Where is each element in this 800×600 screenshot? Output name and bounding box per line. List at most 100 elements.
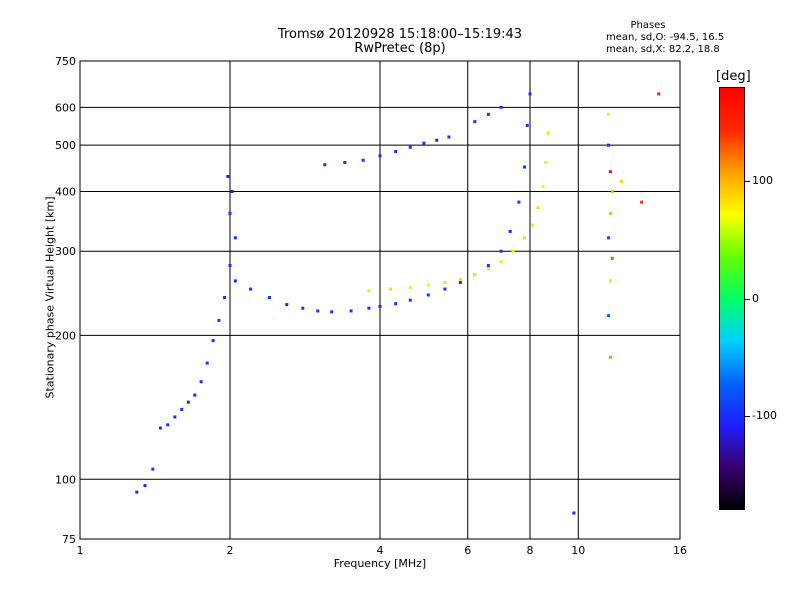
data-point bbox=[217, 318, 221, 322]
data-point bbox=[408, 145, 412, 149]
data-point bbox=[186, 400, 190, 404]
data-point bbox=[301, 306, 305, 310]
data-point bbox=[389, 287, 393, 291]
y-tick-label: 400 bbox=[55, 185, 76, 198]
data-point bbox=[608, 211, 612, 215]
y-axis-label: Stationary phase Virtual Height [km] bbox=[43, 196, 57, 399]
data-point bbox=[173, 415, 177, 419]
phases-stats-o-line: mean, sd,O: -94.5, 16.5 bbox=[606, 32, 725, 43]
data-point bbox=[608, 170, 612, 174]
data-point bbox=[610, 189, 614, 193]
colorbar-tick bbox=[745, 181, 750, 182]
data-point bbox=[657, 92, 661, 96]
data-point bbox=[473, 120, 477, 124]
data-point bbox=[394, 302, 398, 306]
data-point bbox=[525, 123, 529, 127]
x-tick-label: 6 bbox=[464, 544, 471, 557]
y-tick-label: 750 bbox=[55, 55, 76, 68]
y-tick-label: 500 bbox=[55, 139, 76, 152]
data-point bbox=[486, 264, 490, 268]
data-point bbox=[135, 490, 139, 494]
data-point bbox=[458, 277, 462, 281]
phases-stats-title: Phases bbox=[630, 20, 666, 31]
phase-colorbar bbox=[719, 87, 745, 510]
data-point bbox=[486, 267, 490, 271]
data-point bbox=[193, 393, 197, 397]
data-point bbox=[531, 223, 535, 227]
y-tick-label: 200 bbox=[55, 329, 76, 342]
phases-stats-x-line: mean, sd,X: 82.2, 18.8 bbox=[606, 44, 720, 55]
x-tick-label: 8 bbox=[527, 544, 534, 557]
x-tick-label: 16 bbox=[673, 544, 687, 557]
data-point bbox=[508, 229, 512, 233]
data-point bbox=[233, 236, 237, 240]
data-point bbox=[536, 206, 540, 210]
colorbar-unit-label: [deg] bbox=[716, 69, 751, 84]
data-point bbox=[607, 314, 611, 318]
data-point bbox=[511, 249, 515, 253]
data-point bbox=[408, 298, 412, 302]
y-tick-label: 75 bbox=[62, 533, 76, 546]
data-point bbox=[249, 287, 253, 291]
data-point bbox=[640, 200, 644, 204]
data-point bbox=[408, 285, 412, 289]
data-point bbox=[226, 174, 230, 178]
data-point bbox=[233, 279, 237, 283]
data-point bbox=[378, 304, 382, 308]
colorbar-tick bbox=[745, 416, 750, 417]
data-point bbox=[499, 105, 503, 109]
y-tick-label: 600 bbox=[55, 101, 76, 114]
data-point bbox=[228, 264, 232, 268]
data-point bbox=[228, 211, 232, 215]
data-point bbox=[367, 289, 371, 293]
data-point bbox=[230, 189, 234, 193]
data-point bbox=[607, 143, 611, 147]
data-point bbox=[517, 200, 521, 204]
data-point bbox=[523, 165, 527, 169]
chart-title: Tromsø 20120928 15:18:00–15:19:43 bbox=[277, 27, 523, 42]
data-point bbox=[199, 380, 203, 384]
data-point bbox=[343, 160, 347, 164]
colorbar-tick-label: -100 bbox=[752, 409, 777, 422]
data-point bbox=[458, 281, 462, 285]
data-point bbox=[499, 249, 503, 253]
colorbar-tick-label: 0 bbox=[752, 291, 759, 305]
data-point bbox=[607, 236, 611, 240]
colorbar-tick bbox=[745, 298, 750, 300]
x-tick-label: 2 bbox=[227, 544, 234, 557]
data-point bbox=[619, 179, 623, 183]
data-point bbox=[361, 158, 365, 162]
data-point bbox=[394, 149, 398, 153]
data-point bbox=[180, 407, 184, 411]
data-point bbox=[378, 154, 382, 158]
data-point bbox=[426, 283, 430, 287]
data-point bbox=[607, 112, 611, 116]
data-point bbox=[267, 296, 271, 300]
data-point bbox=[285, 303, 289, 307]
colorbar-tick-label: 100 bbox=[752, 174, 773, 187]
data-point bbox=[166, 423, 170, 427]
data-point bbox=[143, 484, 147, 488]
data-point bbox=[349, 309, 353, 313]
x-axis-label: Frequency [MHz] bbox=[333, 557, 427, 570]
data-point bbox=[544, 160, 548, 164]
data-point bbox=[447, 135, 451, 139]
x-tick-label: 1 bbox=[77, 544, 84, 557]
data-point bbox=[486, 112, 490, 116]
x-tick-label: 10 bbox=[571, 544, 585, 557]
data-point bbox=[541, 184, 545, 188]
data-point bbox=[323, 163, 327, 167]
data-point bbox=[499, 260, 503, 264]
data-point bbox=[151, 467, 155, 471]
chart-subtitle: RwPretec (8p) bbox=[354, 41, 446, 56]
data-point bbox=[205, 361, 209, 365]
data-point bbox=[367, 306, 371, 310]
y-tick-label: 100 bbox=[55, 473, 76, 486]
data-point bbox=[158, 426, 162, 430]
x-tick-label: 4 bbox=[377, 544, 384, 557]
data-point bbox=[546, 131, 550, 135]
data-point bbox=[435, 138, 439, 142]
data-point bbox=[223, 296, 227, 300]
data-point bbox=[608, 355, 612, 359]
